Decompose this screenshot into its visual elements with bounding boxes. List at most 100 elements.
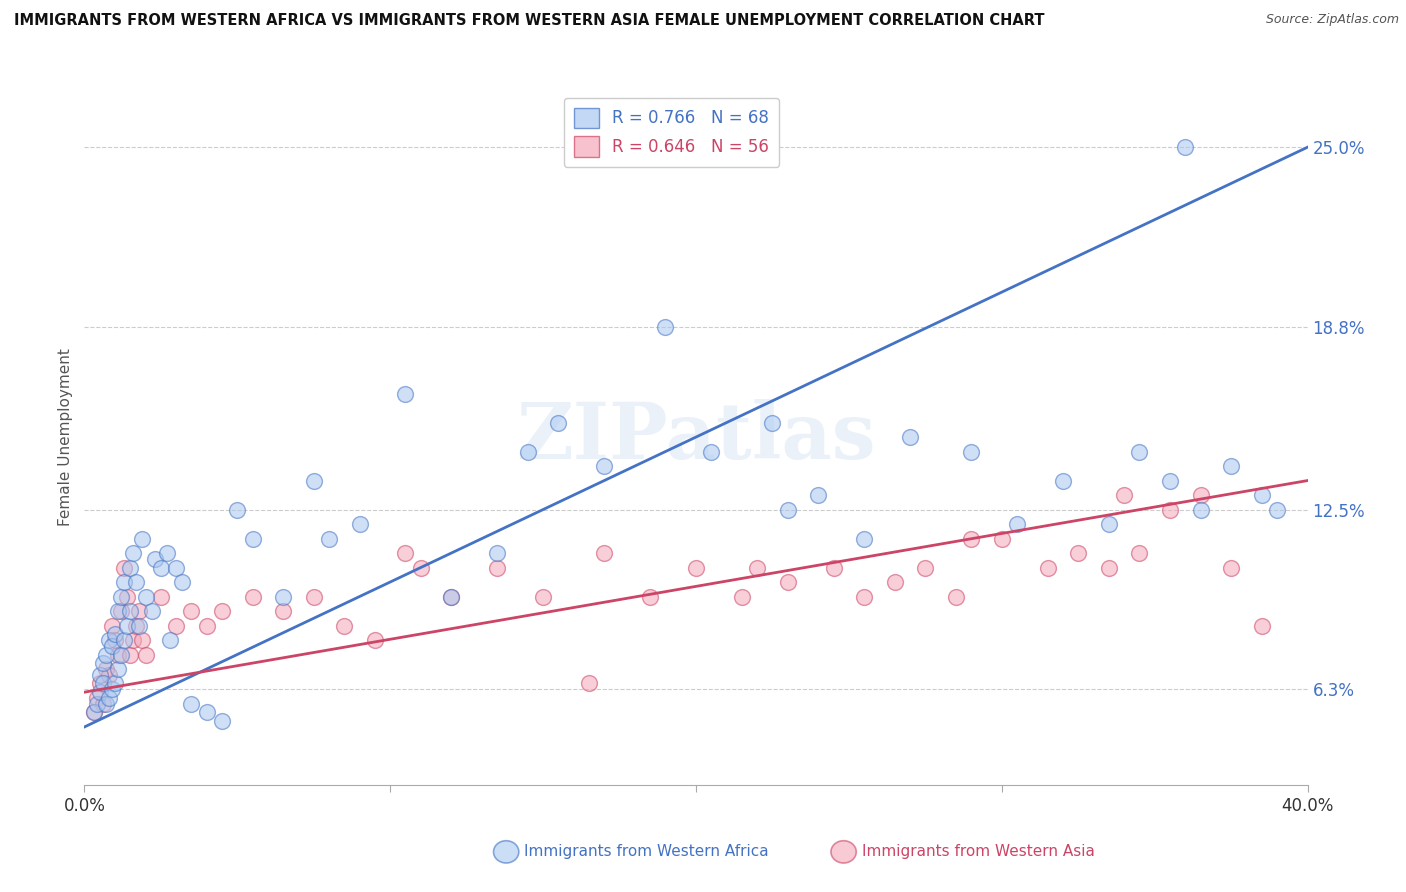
Point — [1098, 517, 1121, 532]
Point — [149, 560, 172, 574]
Point — [165, 560, 187, 574]
Point — [685, 560, 707, 574]
Point — [112, 633, 135, 648]
Point — [1052, 474, 1074, 488]
Point — [110, 648, 132, 662]
Point — [89, 685, 111, 699]
Point — [122, 546, 145, 560]
Point — [156, 546, 179, 560]
Point — [141, 604, 163, 618]
Point — [120, 604, 142, 618]
Point — [914, 560, 936, 574]
Point — [107, 662, 129, 676]
Point — [853, 590, 876, 604]
Point — [883, 574, 905, 589]
Point — [578, 676, 600, 690]
Point — [172, 574, 194, 589]
Point — [131, 633, 153, 648]
Point — [486, 560, 509, 574]
Point — [654, 320, 676, 334]
Point — [776, 574, 799, 589]
Point — [128, 618, 150, 632]
Point — [128, 604, 150, 618]
Point — [1250, 618, 1272, 632]
Point — [1189, 488, 1212, 502]
Point — [945, 590, 967, 604]
Point — [853, 532, 876, 546]
Point — [302, 590, 325, 604]
Point — [271, 590, 294, 604]
Point — [89, 676, 111, 690]
Point — [394, 546, 416, 560]
Point — [94, 662, 117, 676]
Point — [333, 618, 356, 632]
Point — [91, 697, 114, 711]
Point — [991, 532, 1014, 546]
Point — [1005, 517, 1028, 532]
Point — [101, 639, 124, 653]
Legend: R = 0.766   N = 68, R = 0.646   N = 56: R = 0.766 N = 68, R = 0.646 N = 56 — [564, 97, 779, 167]
Point — [211, 714, 233, 728]
Point — [823, 560, 845, 574]
Point — [86, 690, 108, 705]
Point — [349, 517, 371, 532]
Point — [94, 697, 117, 711]
Point — [112, 574, 135, 589]
Point — [120, 560, 142, 574]
Point — [593, 546, 616, 560]
Point — [1265, 502, 1288, 516]
Point — [97, 690, 120, 705]
Point — [226, 502, 249, 516]
Point — [440, 590, 463, 604]
Text: IMMIGRANTS FROM WESTERN AFRICA VS IMMIGRANTS FROM WESTERN ASIA FEMALE UNEMPLOYME: IMMIGRANTS FROM WESTERN AFRICA VS IMMIGR… — [14, 13, 1045, 29]
Point — [159, 633, 181, 648]
Point — [89, 667, 111, 681]
Point — [1159, 474, 1181, 488]
Point — [91, 657, 114, 671]
Point — [364, 633, 387, 648]
Point — [104, 676, 127, 690]
Point — [94, 648, 117, 662]
Point — [110, 604, 132, 618]
Point — [83, 706, 105, 720]
Point — [122, 633, 145, 648]
Point — [747, 560, 769, 574]
Point — [107, 604, 129, 618]
Point — [960, 444, 983, 458]
Point — [149, 590, 172, 604]
Text: ZIPatlas: ZIPatlas — [516, 399, 876, 475]
Point — [271, 604, 294, 618]
Point — [531, 590, 554, 604]
Point — [486, 546, 509, 560]
Point — [242, 590, 264, 604]
Point — [1220, 458, 1243, 473]
Y-axis label: Female Unemployment: Female Unemployment — [58, 348, 73, 526]
Point — [211, 604, 233, 618]
Point — [115, 590, 138, 604]
Point — [180, 697, 202, 711]
Point — [1067, 546, 1090, 560]
Point — [165, 618, 187, 632]
Point — [1189, 502, 1212, 516]
Point — [318, 532, 340, 546]
Point — [101, 618, 124, 632]
Point — [898, 430, 921, 444]
Point — [242, 532, 264, 546]
Point — [97, 667, 120, 681]
Point — [1174, 140, 1197, 154]
Point — [91, 676, 114, 690]
Point — [761, 416, 783, 430]
Point — [195, 706, 218, 720]
Point — [104, 633, 127, 648]
Point — [700, 444, 723, 458]
Point — [143, 551, 166, 566]
Point — [440, 590, 463, 604]
Point — [1114, 488, 1136, 502]
Point — [97, 633, 120, 648]
Point — [960, 532, 983, 546]
Point — [125, 618, 148, 632]
Point — [101, 682, 124, 697]
Point — [1128, 546, 1150, 560]
Point — [135, 590, 157, 604]
Point — [1159, 502, 1181, 516]
